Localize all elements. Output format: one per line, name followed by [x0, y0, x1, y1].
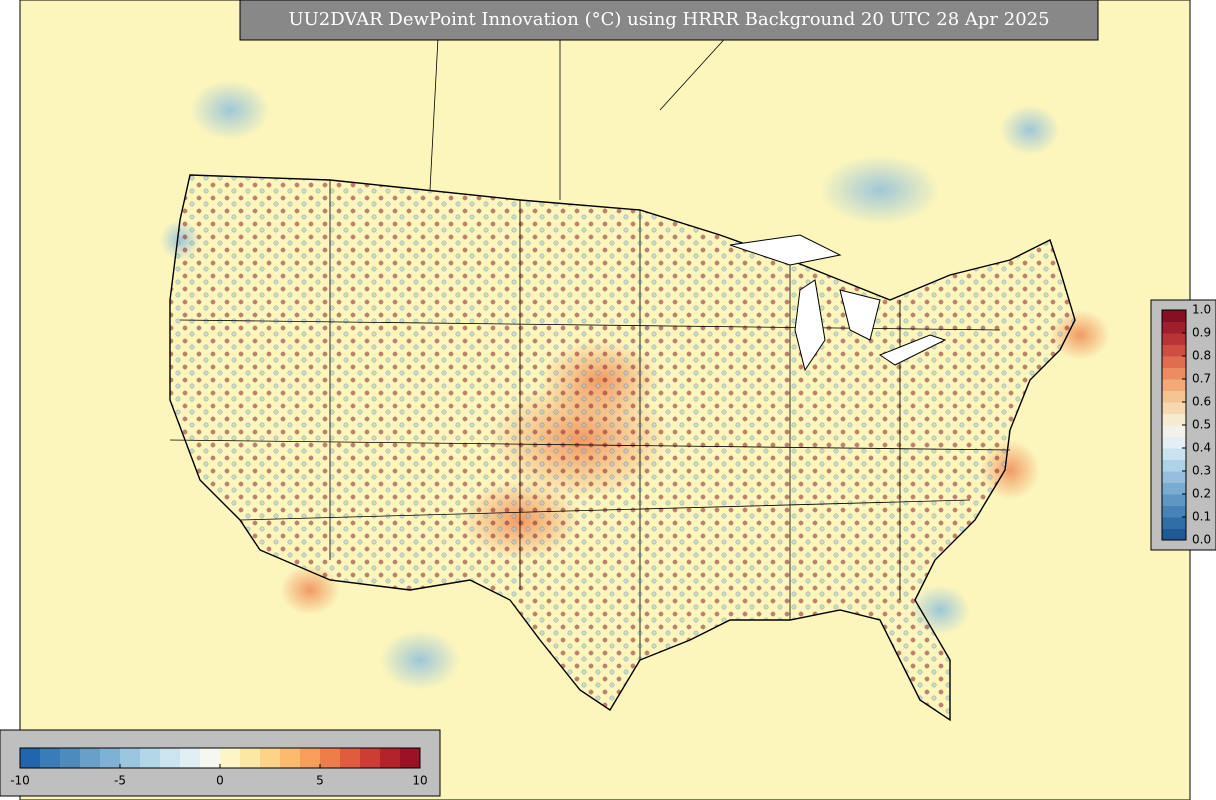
tick-label: -5 [114, 774, 126, 788]
tick-label: 0.9 [1192, 326, 1211, 340]
color-swatch [1162, 436, 1186, 449]
color-swatch [1162, 494, 1186, 506]
tick-label: 10 [412, 774, 427, 788]
color-swatch [1162, 379, 1186, 391]
map-title: UU2DVAR DewPoint Innovation (°C) using H… [288, 9, 1049, 30]
color-swatch [1162, 471, 1186, 483]
innovation-colorbar: -10 -5 0 5 10 [10, 747, 428, 788]
color-swatch [100, 748, 121, 768]
color-swatch [160, 748, 181, 768]
tick-label: 0.5 [1192, 418, 1211, 432]
color-swatch [1162, 356, 1186, 368]
tick-label: 0.3 [1192, 464, 1211, 478]
tick-label: 0.1 [1192, 510, 1211, 524]
color-swatch [360, 748, 381, 768]
tick-label: 0.0 [1192, 533, 1211, 547]
color-swatch [60, 748, 81, 768]
tick-label: 0 [216, 774, 224, 788]
color-swatch [1162, 505, 1186, 518]
tick-label: 0.7 [1192, 372, 1211, 386]
color-swatch [400, 748, 421, 768]
color-swatch [320, 748, 341, 768]
title-box [239, 0, 1099, 41]
color-swatch [80, 748, 101, 768]
color-swatch [1162, 413, 1186, 426]
tick-label: 0.4 [1192, 441, 1211, 455]
color-swatch [1162, 459, 1186, 472]
color-swatch [240, 748, 261, 768]
color-swatch [180, 748, 201, 768]
color-swatch [1162, 517, 1186, 529]
color-swatch [1162, 402, 1186, 414]
color-swatch [1162, 425, 1186, 437]
tick-label: -10 [10, 774, 30, 788]
color-swatch [300, 748, 321, 768]
color-swatch [1162, 333, 1186, 345]
color-swatch [40, 748, 61, 768]
color-swatch [1162, 448, 1186, 460]
color-swatch [220, 748, 241, 768]
tick-label: 5 [316, 774, 324, 788]
color-swatch [200, 748, 221, 768]
color-swatch [280, 748, 301, 768]
color-swatch [1162, 321, 1186, 334]
probability-colorbar: 0.0 0.1 0.2 0.3 0.4 0.5 0.6 0.7 0.8 0.9 1.0 [1161, 303, 1211, 547]
color-swatch [140, 748, 161, 768]
color-swatch [120, 748, 141, 768]
color-swatch [1162, 367, 1186, 380]
great-lakes [729, 234, 947, 372]
tick-label: 0.8 [1192, 349, 1211, 363]
color-swatch [260, 748, 281, 768]
color-swatch [340, 748, 361, 768]
color-swatch [380, 748, 401, 768]
tick-label: 1.0 [1192, 303, 1211, 317]
color-swatch [20, 748, 41, 768]
color-swatch [1162, 310, 1186, 322]
tick-label: 0.6 [1192, 395, 1211, 409]
tick-label: 0.2 [1192, 487, 1211, 501]
color-swatch [1162, 482, 1186, 495]
color-swatch [1162, 344, 1186, 357]
color-swatch [1162, 528, 1186, 541]
color-swatch [1162, 390, 1186, 403]
